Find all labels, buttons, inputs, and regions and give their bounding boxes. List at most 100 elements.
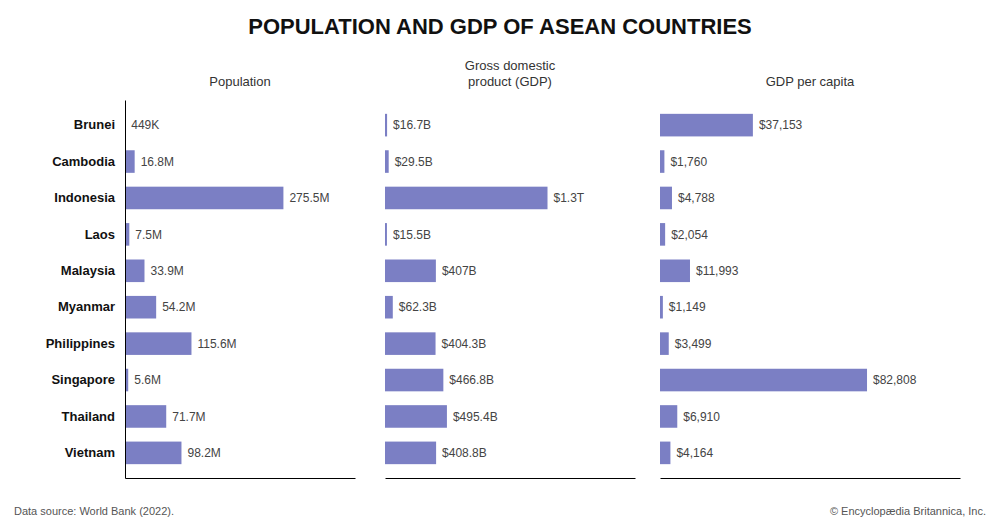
y-tick-label: Indonesia: [54, 190, 115, 205]
bar: [385, 296, 393, 319]
bar: [660, 405, 677, 428]
bar: [385, 187, 548, 210]
annotation: © Encyclopædia Britannica, Inc.: [830, 505, 986, 517]
x-axis: [126, 478, 356, 479]
data-label: $16.7B: [393, 118, 431, 132]
y-tick-label: Myanmar: [58, 299, 115, 314]
x-axis-line: [386, 478, 636, 479]
annotation: Data source: World Bank (2022).: [14, 505, 174, 517]
data-label: 275.5M: [289, 191, 329, 205]
y-tick: Cambodia: [52, 154, 116, 169]
bars: [660, 114, 867, 464]
x-axis: [386, 478, 636, 479]
bar: [660, 332, 669, 355]
x-axis: [661, 478, 961, 479]
y-tick-label: Laos: [85, 227, 115, 242]
panel: Population 449K 16.8M 275.5M 7.5M 33.9M 54.2M 1…: [46, 74, 356, 479]
chart: Population 449K 16.8M 275.5M 7.5M 33.9M 54.2M 1…: [0, 0, 1000, 525]
data-label: 5.6M: [134, 373, 161, 387]
y-axis-line: [125, 101, 126, 479]
column-header-line: GDP per capita: [766, 74, 855, 89]
data-label: $2,054: [671, 228, 708, 242]
bar: [385, 223, 387, 246]
bar: [125, 405, 166, 428]
data-label: $29.5B: [395, 155, 433, 169]
bar: [660, 187, 672, 210]
bar: [660, 442, 670, 465]
data-label: $6,910: [683, 410, 720, 424]
data-label: $4,788: [678, 191, 715, 205]
bar: [660, 369, 867, 392]
bar: [385, 405, 447, 428]
bar: [125, 260, 144, 283]
bar: [385, 150, 389, 173]
y-tick: Malaysia: [61, 263, 116, 278]
bars: [125, 114, 283, 464]
column-header-line: Population: [209, 74, 270, 89]
data-label: 98.2M: [187, 446, 220, 460]
data-label: $1,149: [669, 300, 706, 314]
panel: GDP per capita$37,153$1,760$4,788$2,054$…: [660, 74, 961, 479]
data-label: 33.9M: [150, 264, 183, 278]
bar: [125, 150, 135, 173]
bar: [385, 369, 443, 392]
y-tick: Thailand: [62, 409, 116, 424]
data-label: 71.7M: [172, 410, 205, 424]
data-label: $4,164: [676, 446, 713, 460]
y-tick: Vietnam: [65, 445, 115, 460]
data-labels: $16.7B $29.5B $1.3T $15.5B $407B $62.3B $404.3…: [393, 118, 585, 460]
data-label: $3,499: [675, 337, 712, 351]
data-label: $407B: [442, 264, 477, 278]
data-label: $15.5B: [393, 228, 431, 242]
y-tick: Brunei: [74, 117, 115, 132]
data-label: 54.2M: [162, 300, 195, 314]
data-label: $37,153: [759, 118, 803, 132]
bar: [125, 187, 283, 210]
data-label: 115.6M: [197, 337, 236, 351]
panel: Gross domesticproduct (GDP)$16.7B$29.5B$…: [385, 58, 636, 479]
column-header-line: Gross domestic: [465, 58, 556, 73]
bar: [660, 260, 690, 283]
y-tick-label: Thailand: [62, 409, 116, 424]
data-labels: $37,153 $1,760 $4,788 $2,054 $11,993 $1,149 $3…: [669, 118, 917, 460]
bar: [125, 442, 181, 465]
bar: [385, 114, 387, 137]
y-tick-label: Philippines: [46, 336, 115, 351]
data-label: $404.3B: [442, 337, 487, 351]
data-label: 449K: [131, 118, 159, 132]
data-label: 7.5M: [135, 228, 162, 242]
y-axis: Brunei Cambodia Indonesia Laos Malaysia Myanm…: [46, 101, 126, 479]
data-label: $11,993: [696, 264, 739, 278]
data-label: $62.3B: [399, 300, 437, 314]
y-tick: Indonesia: [54, 190, 115, 205]
y-tick: Laos: [85, 227, 115, 242]
data-label: 16.8M: [141, 155, 174, 169]
data-label: $495.4B: [453, 410, 498, 424]
bar: [385, 260, 436, 283]
column-header: GDP per capita: [766, 74, 855, 89]
bar: [125, 296, 156, 319]
column-header: Population: [209, 74, 270, 89]
data-label: $466.8B: [449, 373, 494, 387]
y-tick: Singapore: [51, 372, 115, 387]
y-tick-label: Cambodia: [52, 154, 116, 169]
x-axis-line: [126, 478, 356, 479]
y-tick-label: Brunei: [74, 117, 115, 132]
y-tick-label: Singapore: [51, 372, 115, 387]
data-label: $82,808: [873, 373, 917, 387]
bar: [660, 150, 664, 173]
x-axis-line: [661, 478, 961, 479]
y-tick-label: Malaysia: [61, 263, 116, 278]
title: POPULATION AND GDP OF ASEAN COUNTRIES: [248, 14, 752, 39]
bar: [125, 332, 191, 355]
data-labels: 449K 16.8M 275.5M 7.5M 33.9M 54.2M 115.6M 5.6M 7…: [131, 118, 329, 460]
column-header: Gross domesticproduct (GDP): [465, 58, 556, 89]
y-tick: Philippines: [46, 336, 115, 351]
data-label: $1.3T: [554, 191, 585, 205]
bar: [660, 114, 753, 137]
bar: [660, 223, 665, 246]
column-header-line: product (GDP): [468, 74, 552, 89]
bar: [385, 442, 436, 465]
bars: [385, 114, 548, 464]
data-label: $1,760: [670, 155, 707, 169]
